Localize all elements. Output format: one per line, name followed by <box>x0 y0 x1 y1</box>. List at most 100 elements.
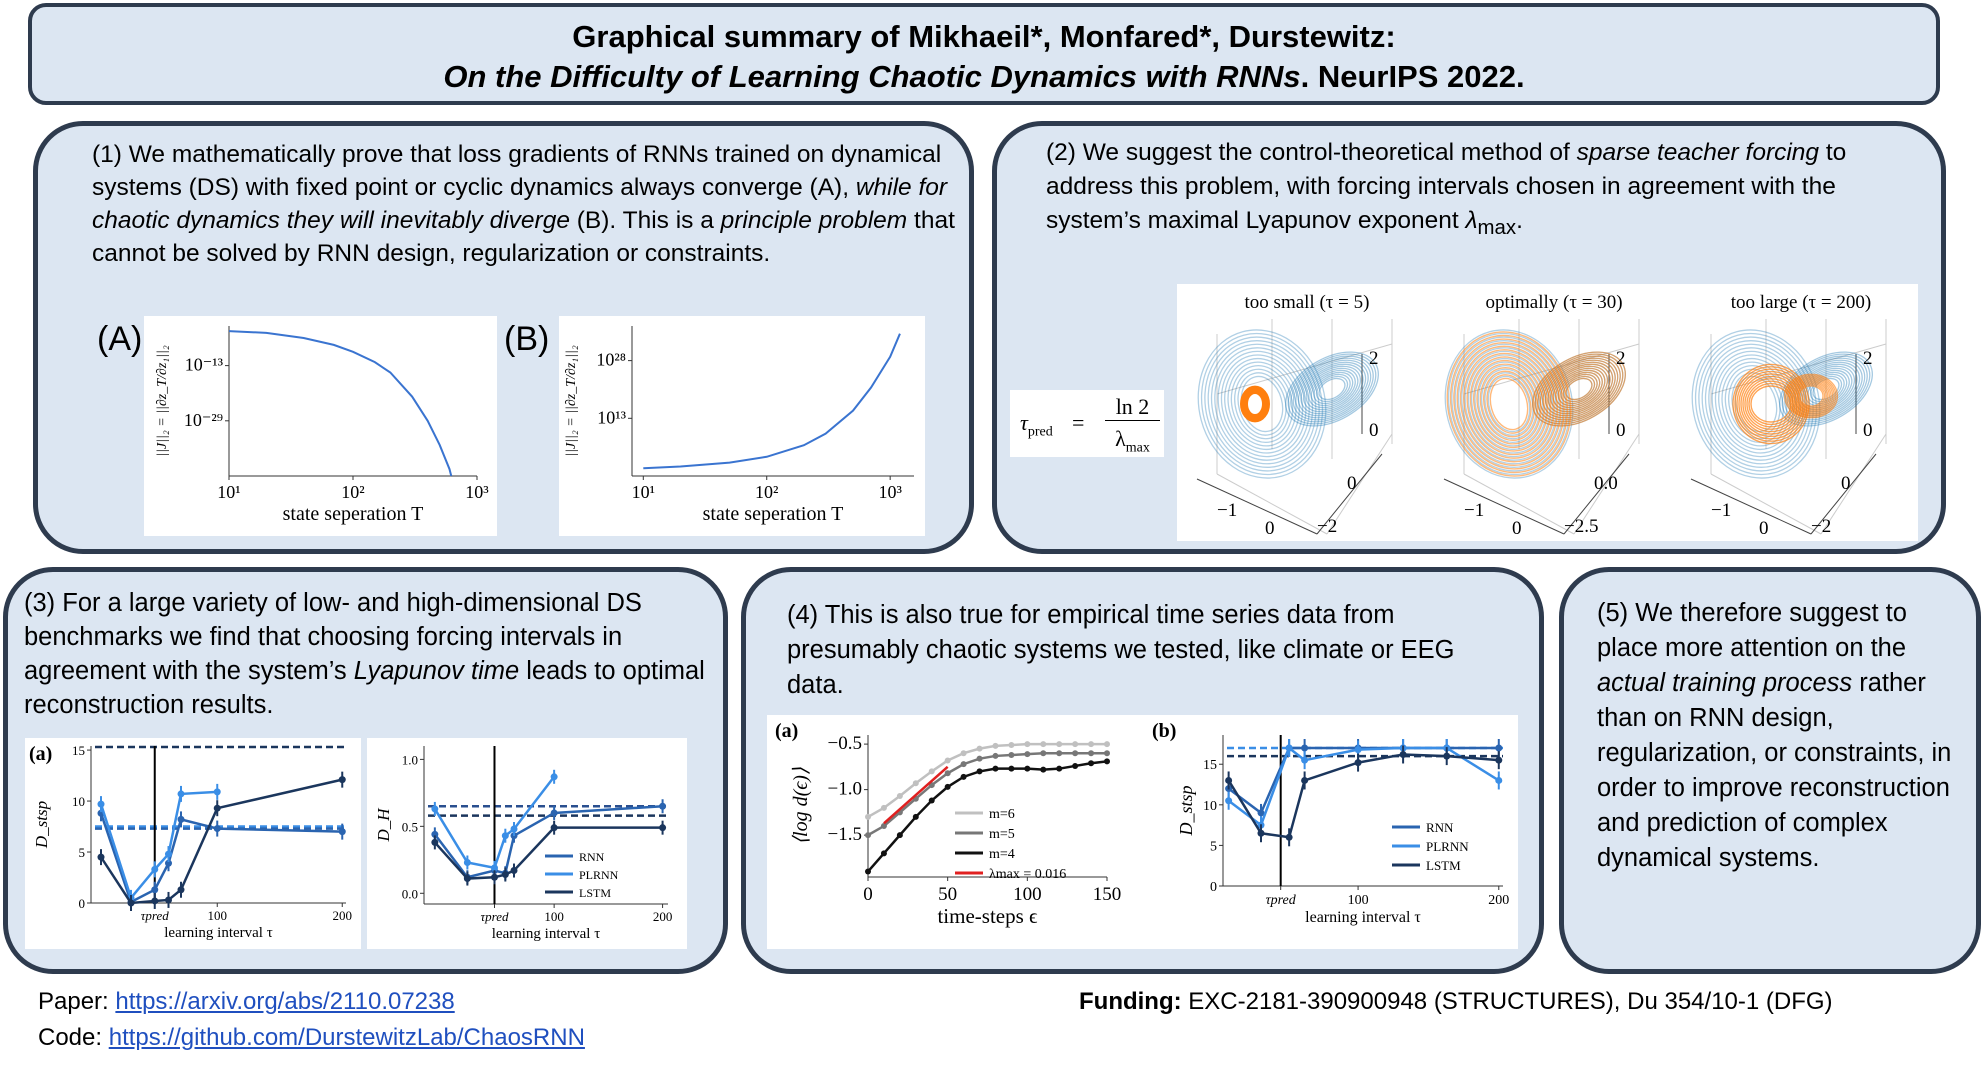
legend-label: RNN <box>1426 820 1454 835</box>
text: (4) This is also true for empirical time… <box>787 601 1455 699</box>
data-point <box>992 765 999 772</box>
data-point <box>944 783 951 790</box>
data-point <box>928 768 935 775</box>
ground-truth-trajectory <box>1197 329 1327 479</box>
data-point <box>1040 766 1047 773</box>
ground-truth-trajectory <box>1210 343 1314 465</box>
lorenz-attractor-reconstructions: too small (τ = 5) 2 0 −1 0 0 −2 optimally (τ = … <box>1177 284 1918 541</box>
code-label: Code: <box>38 1024 109 1051</box>
generated-trajectory <box>1740 373 1802 435</box>
funding-note: Funding: EXC-2181-390900948 (STRUCTURES)… <box>1079 988 1833 1016</box>
title-line-1: Graphical summary of Mikhaeil*, Monfared… <box>572 19 1396 54</box>
generated-trajectory <box>1532 351 1626 427</box>
generated-trajectory <box>1738 370 1804 438</box>
text: (5) We therefore suggest to place more a… <box>1597 599 1907 662</box>
title-line-2: On the Difficulty of Learning Chaotic Dy… <box>32 57 1936 97</box>
generated-trajectory <box>1244 390 1266 418</box>
x-tick-label: 100 <box>544 909 564 924</box>
plot-4-empirical: 0 50 100 150 −0.5 −1.0 −1.5 time-steps ϵ ⟨log d(… <box>767 715 1518 949</box>
equals-sign: = <box>1072 410 1085 435</box>
paper-reference: Paper: https://arxiv.org/abs/2110.07238 <box>38 988 455 1016</box>
data-point <box>865 832 871 839</box>
subscript: max <box>1477 216 1517 239</box>
paper-link[interactable]: https://arxiv.org/abs/2110.07238 <box>115 988 455 1015</box>
ground-truth-trajectory <box>1315 375 1349 403</box>
data-point <box>880 804 887 811</box>
subplot-title: too small (τ = 5) <box>1245 292 1370 313</box>
ground-truth-trajectory <box>1297 361 1367 417</box>
data-point <box>976 755 983 762</box>
text: leads to optimal reconstruction results. <box>24 657 705 719</box>
generated-trajectory <box>1446 331 1572 477</box>
generated-trajectory <box>1449 334 1569 474</box>
y-tick-label: 5 <box>79 845 86 860</box>
y-tick-label: 0.0 <box>1594 473 1618 494</box>
y-tick-label: −1.5 <box>828 824 862 845</box>
plot-3a-dstsp: τpred 100 200 0 5 10 15 learning interval τ D_st… <box>25 738 361 949</box>
grid-line <box>1326 433 1393 535</box>
text: (B). This is a <box>569 207 721 234</box>
ground-truth-trajectory <box>1784 355 1868 423</box>
x-tick-label: −1 <box>1464 500 1484 521</box>
generated-trajectory <box>1552 367 1606 411</box>
subplot-title: too large (τ = 200) <box>1731 292 1871 313</box>
ground-truth-trajectory <box>1234 368 1290 440</box>
text-italic: sparse teacher forcing <box>1576 139 1820 166</box>
data-point <box>1040 741 1047 748</box>
y-axis-label: D_stsp <box>1176 785 1196 836</box>
y-axis <box>1563 453 1630 535</box>
y-tick-label: 15 <box>1203 758 1217 773</box>
generated-trajectory <box>1486 374 1532 434</box>
text: rather than on RNN design, regularizatio… <box>1597 669 1952 872</box>
y-tick-label: 10 <box>72 794 85 809</box>
y-axis-label: D_H <box>374 807 393 843</box>
code-link[interactable]: https://github.com/DurstewitzLab/ChaosRN… <box>108 1024 585 1051</box>
funding-text: EXC-2181-390900948 (STRUCTURES), Du 354/… <box>1181 988 1833 1015</box>
series-line-m-6 <box>867 742 1107 819</box>
data-point <box>912 780 919 787</box>
data-point <box>1104 750 1110 757</box>
generated-trajectory <box>1246 392 1264 416</box>
funding-label: Funding: <box>1079 988 1182 1015</box>
y-tick-label: −2 <box>1811 516 1831 537</box>
series-line-lstm <box>1227 753 1499 839</box>
ground-truth-trajectory <box>1481 368 1537 440</box>
lorenz-figure: too small (τ = 5) 2 0 −1 0 0 −2 optimally (τ = … <box>1196 292 1887 539</box>
chart-a: 10¹ 10² 10³ 10⁻¹³ 10⁻²⁹ state seperation T ||J… <box>155 326 489 525</box>
series-line-plrnn <box>1227 745 1500 828</box>
y-tick-label: 10 <box>1203 799 1217 814</box>
legend-label: PLRNN <box>1426 839 1469 854</box>
ground-truth-trajectory <box>1220 354 1304 454</box>
text: (3) For a large variety of low- and high… <box>24 589 642 685</box>
y-tick-label: 15 <box>72 743 85 758</box>
generated-trajectory <box>1459 345 1559 463</box>
text-italic: principle problem <box>720 207 908 234</box>
x-tick-label: 10¹ <box>217 482 240 502</box>
data-point <box>976 768 983 775</box>
y-tick-label: 10²⁸ <box>596 350 626 370</box>
chart-b: 10¹ 10² 10³ 10¹³ 10²⁸ state seperation T ||J||… <box>564 326 914 525</box>
ground-truth-trajectory <box>1200 332 1324 476</box>
chart-3a: τpred 100 200 0 5 10 15 learning interval τ D_st… <box>29 743 352 941</box>
ground-truth-trajectory <box>1214 347 1310 461</box>
text: . <box>1516 207 1523 234</box>
ground-truth-trajectory <box>1285 351 1379 427</box>
generated-trajectory <box>1542 359 1616 419</box>
ground-truth-trajectory <box>1237 372 1287 436</box>
code-reference: Code: https://github.com/DurstewitzLab/C… <box>38 1024 585 1052</box>
x-tick-label: 0 <box>1759 518 1769 539</box>
y-axis-label: ||J||₂ = ||∂z_T/∂z₁||₂ <box>155 345 170 457</box>
x-axis-label: learning interval τ <box>1305 909 1421 926</box>
z-tick-label: 0 <box>1863 420 1873 441</box>
x-tick-label: τpred <box>480 909 508 924</box>
title-banner: Graphical summary of Mikhaeil*, Monfared… <box>28 3 1940 105</box>
grid-line <box>1216 473 1328 535</box>
ground-truth-trajectory <box>1300 363 1364 415</box>
generated-trajectory <box>1453 338 1565 470</box>
ground-truth-trajectory <box>1487 375 1531 433</box>
x-axis <box>1690 478 1812 535</box>
data-point <box>1072 741 1079 748</box>
panel-label: (a) <box>29 743 52 765</box>
generated-trajectory <box>1489 377 1529 431</box>
ground-truth-trajectory <box>1308 369 1356 409</box>
